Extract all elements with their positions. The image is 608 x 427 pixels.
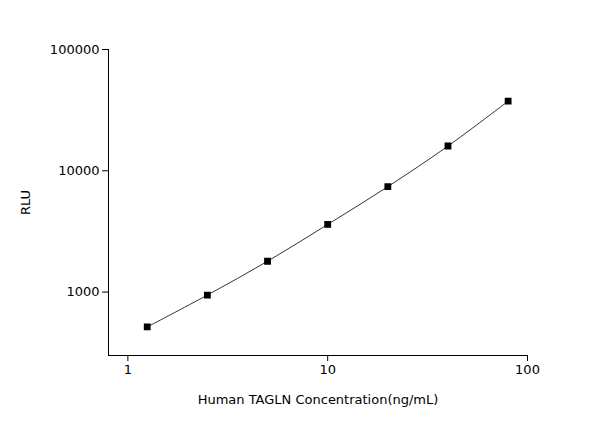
- svg-text:10000: 10000: [58, 163, 99, 178]
- svg-text:1000: 1000: [66, 284, 99, 299]
- svg-text:Human TAGLN Concentration(ng/m: Human TAGLN Concentration(ng/mL): [198, 392, 439, 407]
- svg-text:1: 1: [124, 362, 132, 377]
- svg-text:RLU: RLU: [18, 190, 33, 215]
- svg-text:100000: 100000: [50, 42, 100, 57]
- svg-text:100: 100: [515, 362, 540, 377]
- svg-text:10: 10: [319, 362, 336, 377]
